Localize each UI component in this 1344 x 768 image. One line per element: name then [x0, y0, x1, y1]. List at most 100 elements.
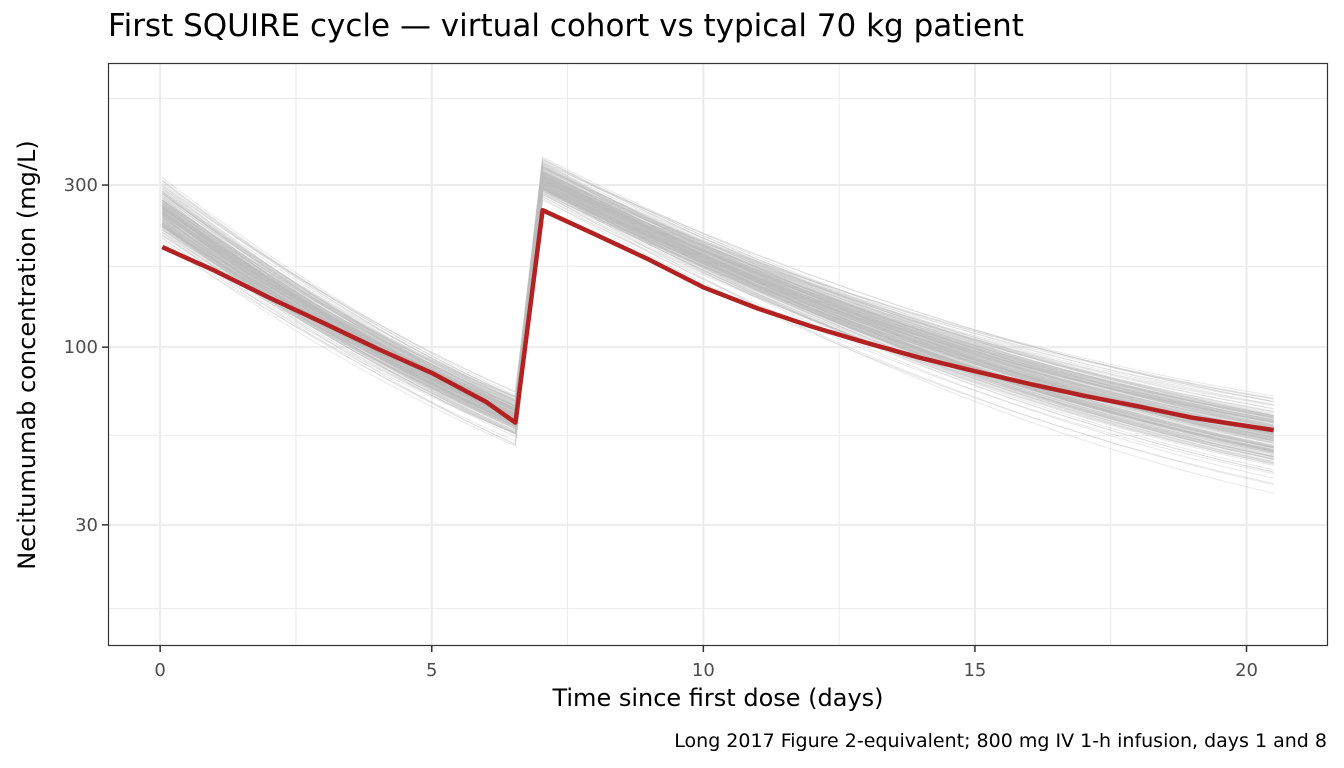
cohort-subject-line [162, 176, 1274, 438]
cohort-subject-line [162, 173, 1274, 441]
cohort-subject-line [161, 165, 1274, 442]
cohort-subject-line [162, 170, 1274, 435]
cohort-subject-line [162, 172, 1274, 423]
cohort-subject-line [161, 161, 1274, 443]
cohort-subject-line [162, 161, 1274, 402]
cohort-subject-line [162, 175, 1274, 418]
x-tick-label: 0 [154, 660, 165, 681]
cohort-subject-line [162, 174, 1274, 432]
cohort-subject-line [161, 169, 1274, 441]
cohort-subject-line [162, 165, 1274, 428]
cohort-subject-line [162, 166, 1274, 417]
cohort-subject-line [162, 165, 1274, 417]
x-tick-label: 10 [692, 660, 715, 681]
cohort-subject-line [162, 174, 1274, 429]
cohort-subject-line [162, 162, 1274, 417]
cohort-subject-line [162, 177, 1274, 406]
cohort-subject-line [162, 175, 1274, 439]
cohort-subject-line [162, 176, 1274, 410]
cohort-subject-line [162, 173, 1274, 400]
cohort-subject-line [161, 171, 1274, 456]
cohort-subject-line [162, 176, 1274, 444]
cohort-subject-line [162, 171, 1274, 438]
typical-patient-path [161, 207, 1275, 433]
y-tick-label: 30 [75, 515, 98, 536]
cohort-subject-line [162, 169, 1274, 426]
minor-gridlines [108, 63, 1328, 646]
y-tick-label: 300 [64, 175, 98, 196]
cohort-subject-line [162, 178, 1274, 417]
cohort-subject-line [162, 177, 1274, 417]
panel-border [107, 62, 1329, 647]
cohort-subject-line [162, 176, 1274, 427]
cohort-subject-line [161, 160, 1274, 421]
cohort-subject-line [162, 175, 1274, 413]
cohort-subject-line [161, 163, 1274, 434]
cohort-subject-line [162, 170, 1274, 413]
cohort-subject-line [162, 177, 1274, 426]
cohort-subject-line [161, 157, 1274, 419]
cohort-subject-line [162, 166, 1274, 419]
typical-patient-line [161, 207, 1275, 433]
cohort-subject-line [162, 176, 1274, 423]
cohort-subject-line [162, 180, 1274, 434]
cohort-subject-line [162, 181, 1274, 429]
cohort-subject-line [162, 166, 1274, 434]
x-tick-label: 20 [1235, 660, 1258, 681]
cohort-subject-line [161, 163, 1274, 432]
cohort-subject-line [161, 166, 1274, 436]
cohort-subject-line [162, 166, 1274, 428]
cohort-subject-line [161, 167, 1274, 448]
cohort-subject-line [162, 178, 1274, 425]
cohort-subject-line [162, 175, 1274, 431]
cohort-subject-line [161, 174, 1274, 454]
cohort-subject-line [162, 171, 1274, 429]
cohort-subject-line [162, 175, 1274, 399]
cohort-subject-line [162, 181, 1274, 403]
cohort-subject-line [162, 179, 1274, 435]
cohort-subject-line [162, 182, 1274, 421]
cohort-subject-line [161, 156, 1274, 416]
cohort-subject-line [162, 178, 1274, 434]
x-tick-label: 5 [426, 660, 437, 681]
x-axis-label: Time since first dose (days) [552, 684, 884, 712]
major-gridlines [108, 63, 1328, 646]
cohort-subject-line [162, 178, 1274, 421]
cohort-subject-line [162, 178, 1274, 437]
cohort-subject-line [162, 180, 1274, 419]
cohort-subject-line [162, 161, 1274, 403]
cohort-subject-line [162, 164, 1274, 424]
cohort-subject-line [162, 171, 1274, 435]
cohort-subject-line [162, 172, 1274, 437]
cohort-subject-line [162, 167, 1274, 406]
cohort-subject-line [162, 179, 1274, 439]
cohort-subject-line [162, 184, 1274, 407]
x-tick-label: 15 [963, 660, 986, 681]
cohort-subject-line [162, 185, 1274, 436]
cohort-subject-line [162, 171, 1274, 421]
cohort-subject-line [162, 179, 1274, 401]
cohort-subject-line [162, 176, 1274, 430]
cohort-subject-line [162, 175, 1274, 426]
cohort-subject-line [162, 176, 1274, 398]
cohort-subject-line [162, 174, 1274, 436]
chart-caption: Long 2017 Figure 2-equivalent; 800 mg IV… [674, 730, 1327, 752]
cohort-subject-line [162, 173, 1274, 444]
cohort-subject-line [162, 180, 1274, 422]
cohort-subject-line [162, 171, 1274, 433]
cohort-subject-line [162, 173, 1274, 436]
cohort-subject-line [162, 168, 1274, 427]
cohort-subject-line [162, 172, 1274, 422]
cohort-subject-line [162, 178, 1274, 420]
cohort-subject-line [162, 173, 1274, 432]
cohort-subject-line [162, 175, 1274, 440]
cohort-subject-line [162, 174, 1274, 431]
cohort-subject-line [162, 181, 1274, 428]
cohort-subject-line [162, 177, 1274, 433]
cohort-subject-line [162, 177, 1274, 419]
cohort-subject-line [162, 180, 1274, 412]
axis-ticks: 0 5 10 15 20 30 100 300 [64, 175, 1258, 681]
y-tick-label: 100 [64, 337, 98, 358]
cohort-subject-line [162, 174, 1274, 441]
cohort-subject-line [161, 164, 1274, 443]
